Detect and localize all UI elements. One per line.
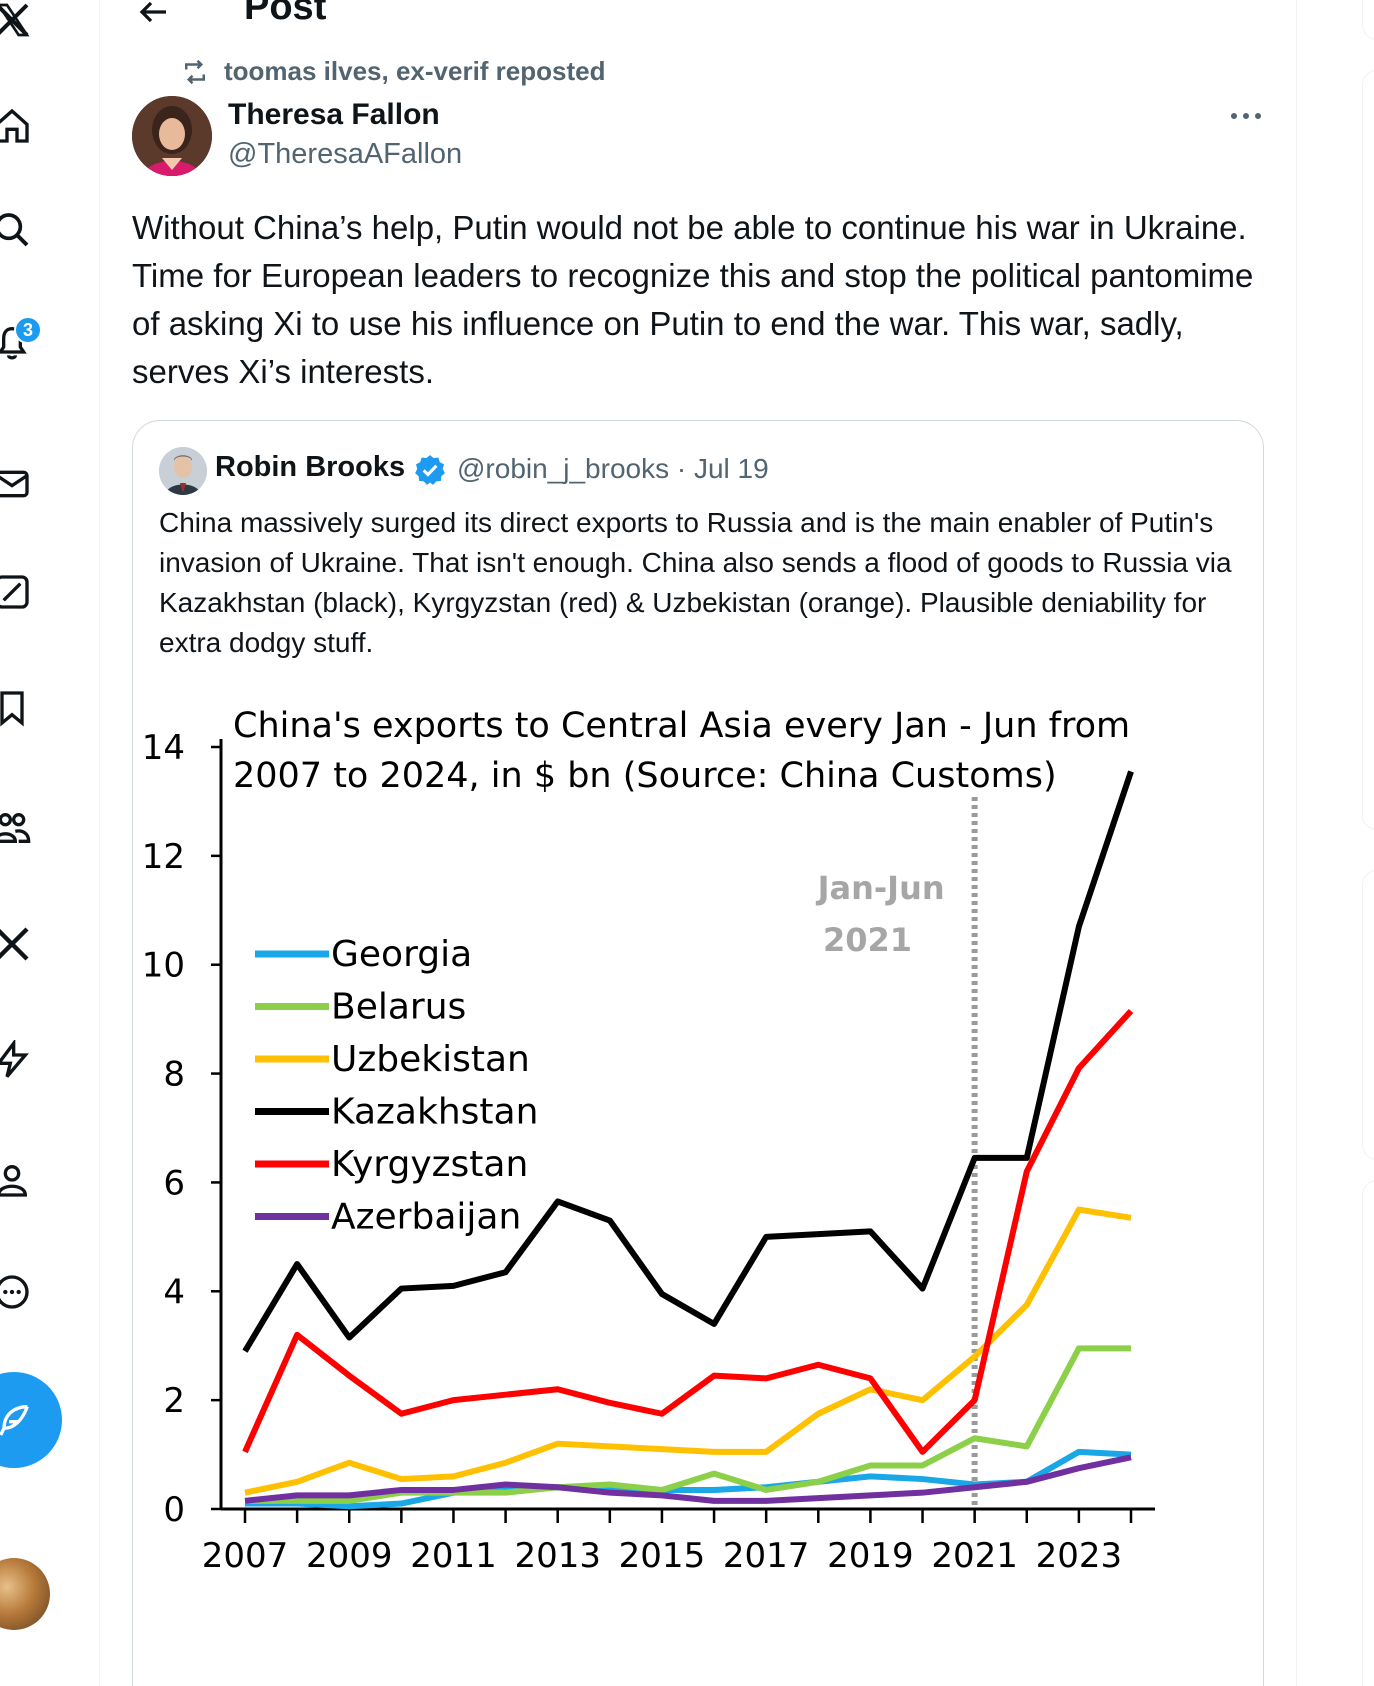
legend-label-belarus: Belarus xyxy=(331,987,466,1028)
series-line-kyrgyzstan xyxy=(242,1008,1134,1455)
repost-label: toomas ilves, ex-verif reposted xyxy=(224,56,606,86)
y-tick-label: 0 xyxy=(163,1490,185,1530)
right-panel-edge xyxy=(1362,70,1374,830)
y-tick-label: 4 xyxy=(163,1272,185,1312)
verified-badge-icon xyxy=(415,455,445,485)
column-divider-left xyxy=(99,0,100,1686)
premium-x-icon[interactable] xyxy=(0,914,42,974)
x-tick-label: 2023 xyxy=(1036,1536,1123,1576)
x-tick-label: 2013 xyxy=(514,1536,601,1576)
quote-author-name[interactable]: Robin Brooks xyxy=(215,451,406,483)
x-tick-label: 2017 xyxy=(723,1536,810,1576)
y-tick-label: 6 xyxy=(163,1163,185,1203)
notifications-icon[interactable]: 3 xyxy=(0,312,42,372)
back-arrow-icon[interactable] xyxy=(136,0,172,30)
author-avatar[interactable] xyxy=(132,96,212,176)
profile-icon[interactable] xyxy=(0,1150,42,1210)
line-chart: 0 2 4 6 8 10 12 14 2007 2009 2011 2013 2015 2017 2019 2… xyxy=(142,706,1155,1576)
legend-label-uzbekistan: Uzbekistan xyxy=(331,1039,530,1080)
x-logo-icon[interactable] xyxy=(0,0,42,50)
x-tick-label: 2011 xyxy=(410,1536,497,1576)
y-tick-label: 12 xyxy=(142,837,185,877)
x-tick-label: 2009 xyxy=(306,1536,393,1576)
author-name[interactable]: Theresa Fallon xyxy=(228,98,440,131)
quote-handle-date[interactable]: @robin_j_brooks · Jul 19 xyxy=(457,453,769,484)
left-nav: 3 xyxy=(0,0,100,1686)
page-title: Post xyxy=(244,0,327,28)
chart-title-line-1: China's exports to Central Asia every Ja… xyxy=(233,706,1130,746)
chart-title-line-2: 2007 to 2024, in $ bn (Source: China Cus… xyxy=(233,756,1057,796)
home-icon[interactable] xyxy=(0,96,42,156)
right-panel-edge xyxy=(1362,1180,1374,1686)
series-line-kazakhstan xyxy=(242,770,1134,1353)
series-line-belarus xyxy=(245,1345,1131,1504)
x-tick-label: 2015 xyxy=(619,1536,706,1576)
annotation-label-line-1: Jan-Jun xyxy=(816,869,945,907)
search-icon[interactable] xyxy=(0,200,42,260)
communities-icon[interactable] xyxy=(0,798,42,858)
author-handle[interactable]: @TheresaAFallon xyxy=(228,138,463,170)
x-tick-label: 2021 xyxy=(931,1536,1018,1576)
y-tick-label: 2 xyxy=(163,1381,185,1421)
right-panel-edge xyxy=(1362,870,1374,1160)
y-tick-label: 10 xyxy=(142,946,185,986)
x-tick-label: 2007 xyxy=(202,1536,289,1576)
messages-icon[interactable] xyxy=(0,454,42,514)
repost-context[interactable]: toomas ilves, ex-verif reposted xyxy=(180,56,605,87)
repost-icon xyxy=(185,59,205,84)
annotation-label-line-2: 2021 xyxy=(823,921,912,959)
compose-post-button[interactable] xyxy=(0,1372,62,1468)
quote-author-avatar[interactable] xyxy=(159,447,207,495)
more-options-icon[interactable] xyxy=(0,1262,42,1322)
bookmarks-icon[interactable] xyxy=(0,678,42,738)
quote-text: China massively surged its direct export… xyxy=(159,507,1232,658)
legend-label-georgia: Georgia xyxy=(331,934,472,975)
feather-icon xyxy=(0,1405,29,1436)
x-tick-label: 2019 xyxy=(827,1536,914,1576)
account-avatar[interactable] xyxy=(0,1558,50,1630)
series-line-azerbaijan xyxy=(244,1454,1132,1504)
column-divider-right xyxy=(1296,0,1297,1686)
more-options-icon[interactable] xyxy=(1226,102,1266,130)
series-line-uzbekistan xyxy=(244,1206,1132,1496)
quoted-post[interactable]: Robin Brooks @robin_j_brooks · Jul 19 Ch… xyxy=(132,420,1264,1686)
y-tick-label: 14 xyxy=(142,728,185,768)
verified-orgs-icon[interactable] xyxy=(0,1030,42,1090)
legend-label-azerbaijan: Azerbaijan xyxy=(331,1197,521,1238)
notification-count-badge: 3 xyxy=(14,316,42,344)
post-text: Without China’s help, Putin would not be… xyxy=(132,209,1254,390)
legend-label-kazakhstan: Kazakhstan xyxy=(331,1092,538,1133)
y-tick-label: 8 xyxy=(163,1055,185,1095)
legend-label-kyrgyzstan: Kyrgyzstan xyxy=(331,1144,528,1185)
grok-icon[interactable] xyxy=(0,562,42,622)
right-panel-edge xyxy=(1362,0,1374,40)
